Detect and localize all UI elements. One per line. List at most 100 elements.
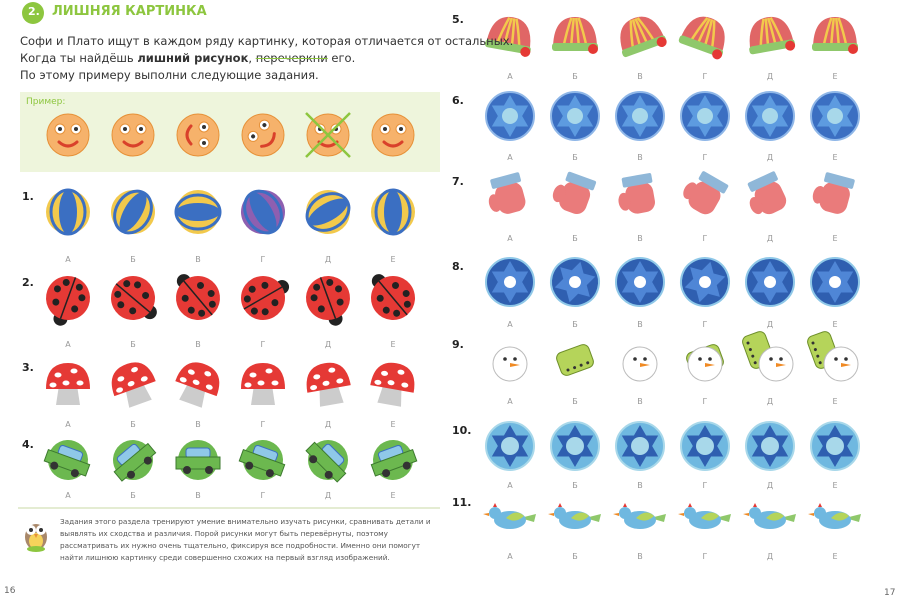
option-letter: Б bbox=[572, 552, 578, 561]
option-letter: Д bbox=[766, 552, 774, 561]
picture-option bbox=[742, 331, 794, 382]
row-number: 8. bbox=[452, 260, 464, 273]
picture-option bbox=[812, 172, 855, 214]
option-letter: Д bbox=[324, 255, 332, 264]
row-number: 3. bbox=[22, 361, 34, 374]
footnote: Задания этого раздела тренируют умение в… bbox=[60, 517, 431, 562]
picture-option bbox=[550, 421, 600, 471]
row-number: 7. bbox=[452, 175, 464, 188]
option-letter: В bbox=[195, 255, 201, 264]
picture-option bbox=[241, 363, 285, 405]
picture-option bbox=[46, 276, 90, 326]
picture-option bbox=[485, 421, 535, 471]
option-letter: Д bbox=[324, 420, 332, 429]
option-letter: В bbox=[195, 491, 201, 500]
picture-option bbox=[174, 190, 222, 234]
option-letter: Б bbox=[130, 255, 136, 264]
option-letter: Д bbox=[766, 397, 774, 406]
picture-option bbox=[680, 91, 730, 141]
option-letter: Г bbox=[702, 397, 708, 406]
option-letter: Б bbox=[572, 481, 578, 490]
option-letter: Г bbox=[260, 340, 266, 349]
intro-line: По этому примеру выполни следующие задан… bbox=[20, 68, 319, 82]
example-picture bbox=[176, 113, 220, 157]
picture-option bbox=[745, 91, 795, 141]
picture-option bbox=[370, 440, 418, 480]
option-letter: Е bbox=[832, 397, 838, 406]
picture-option bbox=[238, 440, 286, 480]
picture-option bbox=[556, 344, 594, 376]
option-letter: Б bbox=[572, 320, 578, 329]
intro-line: Когда ты найдёшь лишний рисунок, перечер… bbox=[20, 51, 355, 65]
option-letter: В bbox=[637, 481, 643, 490]
option-letter: Д bbox=[324, 340, 332, 349]
option-letter: А bbox=[507, 481, 513, 490]
example-picture bbox=[241, 113, 285, 157]
picture-option bbox=[807, 331, 859, 382]
picture-option bbox=[485, 257, 535, 307]
picture-option bbox=[43, 440, 91, 480]
row-number: 1. bbox=[22, 190, 34, 203]
picture-option bbox=[552, 171, 597, 215]
picture-option bbox=[550, 257, 600, 307]
picture-option bbox=[615, 91, 665, 141]
picture-option bbox=[678, 503, 731, 529]
option-letter: В bbox=[195, 420, 201, 429]
picture-option bbox=[812, 17, 858, 54]
picture-option bbox=[680, 421, 730, 471]
row-number: 9. bbox=[452, 338, 464, 351]
option-letter: Е bbox=[390, 255, 396, 264]
picture-option bbox=[808, 503, 861, 529]
picture-option bbox=[620, 16, 667, 58]
picture-option bbox=[371, 188, 415, 236]
option-letter: Б bbox=[130, 340, 136, 349]
picture-option bbox=[749, 16, 796, 55]
option-letter: Г bbox=[702, 481, 708, 490]
option-letter: А bbox=[507, 397, 513, 406]
row-number: 11. bbox=[452, 496, 472, 509]
example-picture bbox=[371, 113, 415, 157]
page-number: 16 bbox=[4, 586, 16, 596]
picture-option bbox=[485, 16, 531, 57]
option-letter: Е bbox=[832, 72, 838, 81]
picture-option bbox=[745, 421, 795, 471]
row-number: 4. bbox=[22, 438, 34, 451]
option-letter: В bbox=[195, 340, 201, 349]
option-letter: Е bbox=[390, 340, 396, 349]
picture-option bbox=[241, 276, 290, 320]
picture-option bbox=[747, 171, 787, 215]
picture-option bbox=[680, 257, 730, 307]
picture-option bbox=[615, 257, 665, 307]
picture-option bbox=[550, 91, 600, 141]
option-letter: Е bbox=[832, 552, 838, 561]
picture-option bbox=[46, 188, 90, 236]
picture-option bbox=[111, 362, 156, 408]
picture-option bbox=[46, 363, 90, 405]
option-letter: Б bbox=[572, 72, 578, 81]
option-letter: А bbox=[65, 340, 71, 349]
row-number: 6. bbox=[452, 94, 464, 107]
option-letter: Д bbox=[766, 153, 774, 162]
example-label: Пример: bbox=[26, 97, 66, 107]
option-letter: Б bbox=[130, 420, 136, 429]
picture-option bbox=[810, 421, 860, 471]
picture-option bbox=[488, 172, 526, 214]
option-letter: В bbox=[637, 234, 643, 243]
picture-option bbox=[371, 274, 415, 320]
picture-option bbox=[485, 91, 535, 141]
option-letter: А bbox=[507, 72, 513, 81]
option-letter: В bbox=[637, 153, 643, 162]
picture-option bbox=[306, 276, 350, 326]
option-letter: Г bbox=[702, 153, 708, 162]
picture-option bbox=[618, 173, 655, 214]
option-letter: Д bbox=[766, 234, 774, 243]
option-letter: Д bbox=[766, 320, 774, 329]
picture-option bbox=[810, 257, 860, 307]
example-box bbox=[20, 92, 440, 172]
text: , bbox=[248, 51, 256, 65]
picture-option bbox=[622, 346, 658, 382]
picture-option bbox=[683, 171, 729, 215]
picture-option bbox=[305, 190, 351, 234]
row-number: 5. bbox=[452, 13, 464, 26]
